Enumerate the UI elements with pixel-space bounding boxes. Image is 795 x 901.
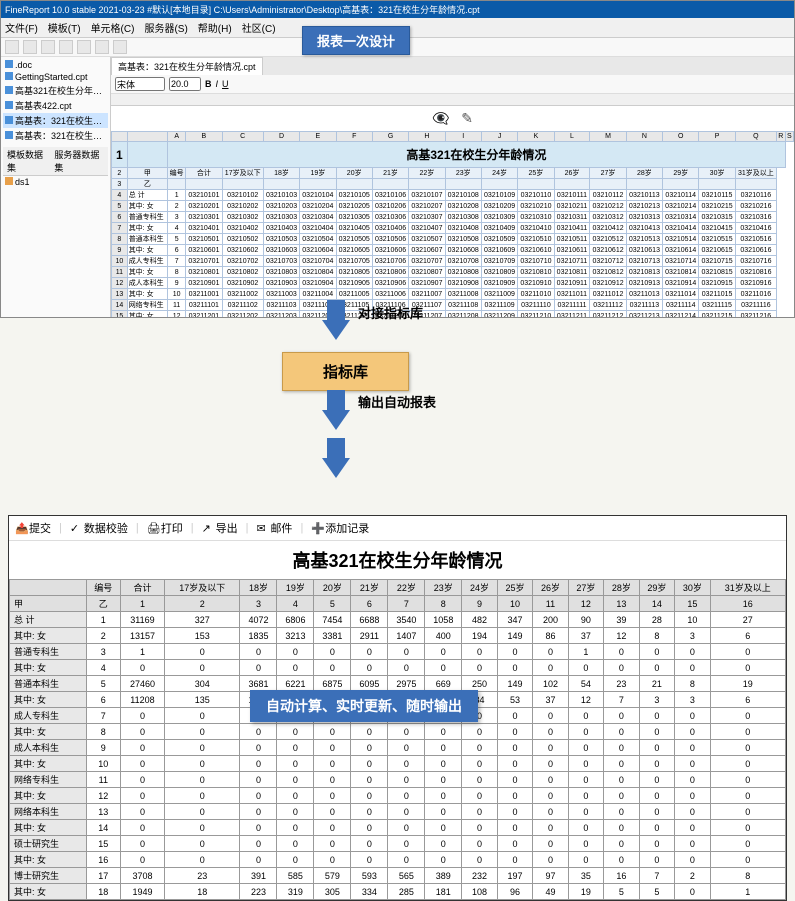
menu-item[interactable]: 服务器(S) <box>144 20 187 35</box>
menu-item[interactable]: 单元格(C) <box>91 20 135 35</box>
sidebar: .docGettingStarted.cpt高基321在校生分年龄情况.cpt高… <box>1 57 111 317</box>
italic-icon[interactable]: I <box>216 79 219 89</box>
arrow-2 <box>322 390 350 430</box>
new-icon[interactable] <box>5 40 19 54</box>
menu-item[interactable]: 社区(C) <box>242 20 276 35</box>
arrow-3 <box>322 438 350 478</box>
hide-icon[interactable]: 👁‍🗨 <box>432 110 449 126</box>
tree-item[interactable]: 高基表：321在校生分年龄情况-2.cpt <box>3 128 108 143</box>
redo-icon[interactable] <box>59 40 73 54</box>
tree-item[interactable]: 高基表：321在校生分年龄情况.cpt <box>3 113 108 128</box>
arrow-1 <box>322 300 350 340</box>
bold-icon[interactable]: B <box>205 79 212 89</box>
callout-indicator-lib: 指标库 <box>282 352 409 391</box>
tree-item[interactable]: 高基表422.cpt <box>3 98 108 113</box>
ruler <box>111 94 794 106</box>
report-toolbar-添加记录[interactable]: ➕添加记录 <box>311 520 369 536</box>
editor-tabs: 高基表：321在校生分年龄情况.cpt <box>111 57 794 75</box>
main-area: 高基表：321在校生分年龄情况.cpt B I U 👁‍🗨 ✎ ABCDEFGH… <box>111 57 794 317</box>
report-title: 高基321在校生分年龄情况 <box>9 541 786 579</box>
font-family-input[interactable] <box>115 77 165 91</box>
menu-item[interactable]: 帮助(H) <box>198 20 232 35</box>
report-toolbar-邮件[interactable]: ✉邮件 <box>256 520 292 536</box>
report-toolbar-提交[interactable]: 📤提交 <box>15 520 51 536</box>
report-toolbar-数据校验[interactable]: ✓数据校验 <box>70 520 128 536</box>
sheet-icons: 👁‍🗨 ✎ <box>111 106 794 131</box>
font-size-input[interactable] <box>169 77 201 91</box>
report-toolbar-导出[interactable]: ↗导出 <box>202 520 238 536</box>
datasource-tree: ds1 <box>3 176 108 188</box>
file-tree: .docGettingStarted.cpt高基321在校生分年龄情况.cpt高… <box>3 59 108 143</box>
sidebar-tab-server[interactable]: 服务器数据集 <box>54 148 104 174</box>
edit-icon[interactable]: ✎ <box>461 110 473 126</box>
sidebar-tab-templates[interactable]: 模板数据集 <box>7 148 48 174</box>
ds-item[interactable]: ds1 <box>3 176 108 188</box>
titlebar: FineReport 10.0 stable 2021-03-23 #默认[本地… <box>1 1 794 18</box>
tree-item[interactable]: 高基321在校生分年龄情况.cpt <box>3 83 108 98</box>
report-toolbar: 📤提交|✓数据校验|🖨打印|↗导出|✉邮件|➕添加记录 <box>9 516 786 541</box>
app-title: FineReport 10.0 stable 2021-03-23 #默认[本地… <box>5 3 480 16</box>
underline-icon[interactable]: U <box>222 79 229 89</box>
report-table: 编号合计17岁及以下18岁19岁20岁21岁22岁23岁24岁25岁26岁27岁… <box>9 579 786 900</box>
tree-item[interactable]: .doc <box>3 59 108 71</box>
callout-design: 报表一次设计 <box>302 26 410 55</box>
copy-icon[interactable] <box>95 40 109 54</box>
save-icon[interactable] <box>23 40 37 54</box>
tree-item[interactable]: GettingStarted.cpt <box>3 71 108 83</box>
menu-item[interactable]: 模板(T) <box>48 20 81 35</box>
menu-item[interactable]: 文件(F) <box>5 20 38 35</box>
format-toolbar: B I U <box>111 75 794 94</box>
undo-icon[interactable] <box>41 40 55 54</box>
paste-icon[interactable] <box>113 40 127 54</box>
report-toolbar-打印[interactable]: 🖨打印 <box>147 520 183 536</box>
label-output: 输出自动报表 <box>358 392 436 411</box>
cut-icon[interactable] <box>77 40 91 54</box>
callout-auto: 自动计算、实时更新、随时输出 <box>250 690 478 722</box>
editor-tab[interactable]: 高基表：321在校生分年龄情况.cpt <box>111 57 263 75</box>
designer-sheet[interactable]: ABCDEFGHIJKLMNOPQRS1高基321在校生分年龄情况2甲编号合计1… <box>111 131 794 317</box>
label-connect: 对接指标库 <box>358 303 423 322</box>
